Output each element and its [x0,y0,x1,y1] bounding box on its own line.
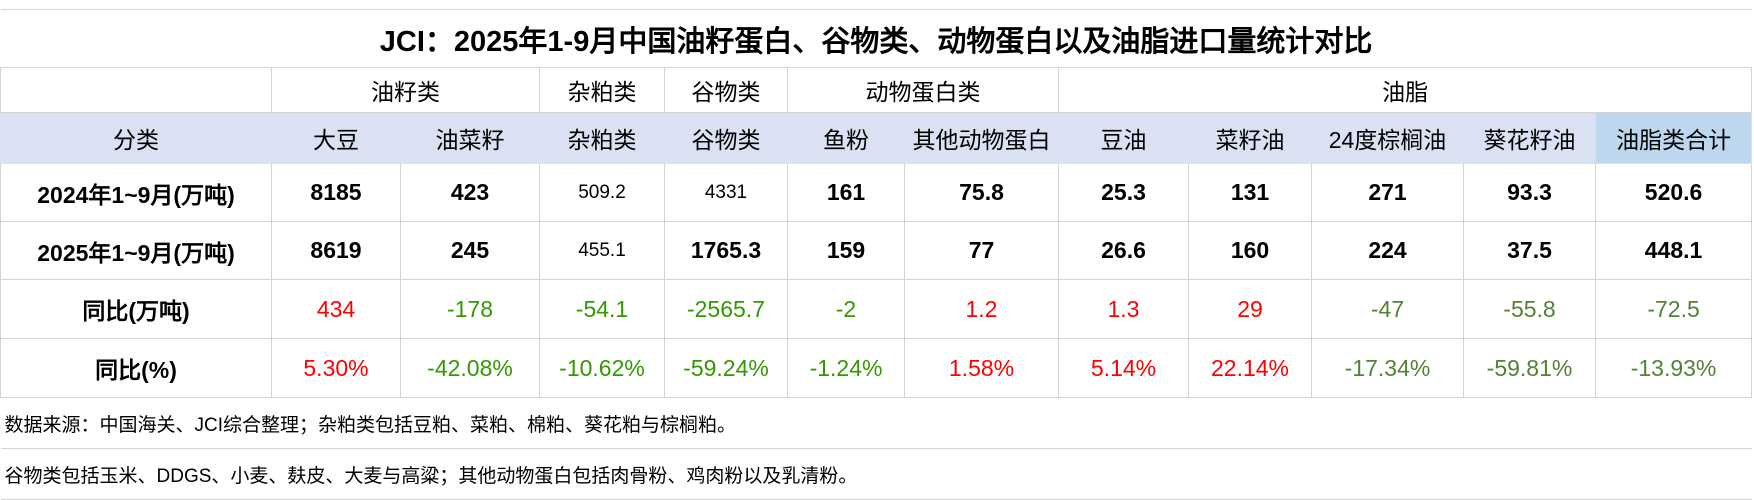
table-cell: 8185 [271,163,401,222]
group-blank [0,67,272,113]
table-cell: 131 [1188,163,1312,222]
table-cell: -10.62% [539,338,665,398]
group-header-row: 油籽类 杂粕类 谷物类 动物蛋白类 油脂 [0,67,1753,113]
column-header: 鱼粉 [787,112,905,164]
table-cell: -55.8 [1463,279,1596,339]
table-cell: 75.8 [904,163,1059,222]
table-cell: 5.14% [1058,338,1189,398]
table-cell: 37.5 [1463,221,1596,280]
table-cell: 1765.3 [664,221,788,280]
table-cell: 448.1 [1594,221,1753,280]
table-cell: -59.24% [664,338,788,398]
column-header: 其他动物蛋白 [904,112,1059,164]
group-grain: 谷物类 [664,67,788,113]
column-header: 油脂类合计 [1594,112,1753,164]
table-cell: -2565.7 [664,279,788,339]
table-cell: -54.1 [539,279,665,339]
table-cell: 22.14% [1188,338,1312,398]
column-header: 大豆 [271,112,401,164]
table-cell: 1.2 [904,279,1059,339]
group-meal: 杂粕类 [539,67,665,113]
column-header: 葵花籽油 [1463,112,1596,164]
group-animal: 动物蛋白类 [787,67,1059,113]
table-cell: -13.93% [1594,338,1753,398]
table-cell: 5.30% [271,338,401,398]
table-cell: 1.58% [904,338,1059,398]
table-cell: 77 [904,221,1059,280]
row-label: 同比(万吨) [0,279,272,339]
table-cell: 8619 [271,221,401,280]
table-cell: 160 [1188,221,1312,280]
column-header: 杂粕类 [539,112,665,164]
table-cell: -178 [400,279,540,339]
table-cell: 25.3 [1058,163,1189,222]
table-cell: 509.2 [539,163,665,222]
table-title: JCI：2025年1-9月中国油籽蛋白、谷物类、动物蛋白以及油脂进口量统计对比 [0,9,1752,68]
table-cell: 245 [400,221,540,280]
table-cell: 29 [1188,279,1312,339]
table-cell: -59.81% [1463,338,1596,398]
column-header: 油菜籽 [400,112,540,164]
table-cell: 423 [400,163,540,222]
table-cell: 434 [271,279,401,339]
note-source: 数据来源：中国海关、JCI综合整理；杂粕类包括豆粕、菜粕、棉粕、葵花粕与棕榈粕。 [0,397,1752,449]
table-cell: -47 [1311,279,1464,339]
column-header: 24度棕榈油 [1311,112,1464,164]
row-label: 同比(%) [0,338,272,398]
column-header-row: 分类 大豆 油菜籽 杂粕类 谷物类 鱼粉 其他动物蛋白 豆油 菜籽油 24度棕榈油 葵花籽油 油脂类合… [0,112,1753,164]
table-cell: 93.3 [1463,163,1596,222]
table-row: 同比(万吨) 434 -178 -54.1 -2565.7 -2 1.2 1.3 29 -47 -5… [0,279,1753,339]
note-definitions: 谷物类包括玉米、DDGS、小麦、麸皮、大麦与高粱；其他动物蛋白包括肉骨粉、鸡肉粉… [0,448,1752,500]
row-label: 2024年1~9月(万吨) [0,163,272,222]
table-cell: -42.08% [400,338,540,398]
table-cell: -1.24% [787,338,905,398]
table-row: 2024年1~9月(万吨) 8185 423 509.2 4331 161 75.8 25.3… [0,163,1753,222]
group-oilseed: 油籽类 [271,67,540,113]
table-cell: -17.34% [1311,338,1464,398]
table-cell: 161 [787,163,905,222]
table-cell: 1.3 [1058,279,1189,339]
group-oil: 油脂 [1057,67,1753,113]
import-comparison-table: JCI：2025年1-9月中国油籽蛋白、谷物类、动物蛋白以及油脂进口量统计对比 … [0,9,1753,500]
table-cell: 224 [1311,221,1464,280]
table-cell: -2 [787,279,905,339]
table-row: 2025年1~9月(万吨) 8619 245 455.1 1765.3 159 77 26.6… [0,221,1753,280]
table-cell: 26.6 [1058,221,1189,280]
column-header: 豆油 [1058,112,1189,164]
row-label: 2025年1~9月(万吨) [0,221,272,280]
table-cell: 4331 [664,163,788,222]
column-header: 谷物类 [664,112,788,164]
column-header: 分类 [0,112,272,164]
column-header: 菜籽油 [1188,112,1312,164]
table-cell: 455.1 [539,221,665,280]
table-cell: 159 [787,221,905,280]
table-cell: -72.5 [1594,279,1753,339]
table-row: 同比(%) 5.30% -42.08% -10.62% -59.24% -1.24% 1.5… [0,338,1753,398]
table-cell: 271 [1311,163,1464,222]
table-cell: 520.6 [1594,163,1753,222]
